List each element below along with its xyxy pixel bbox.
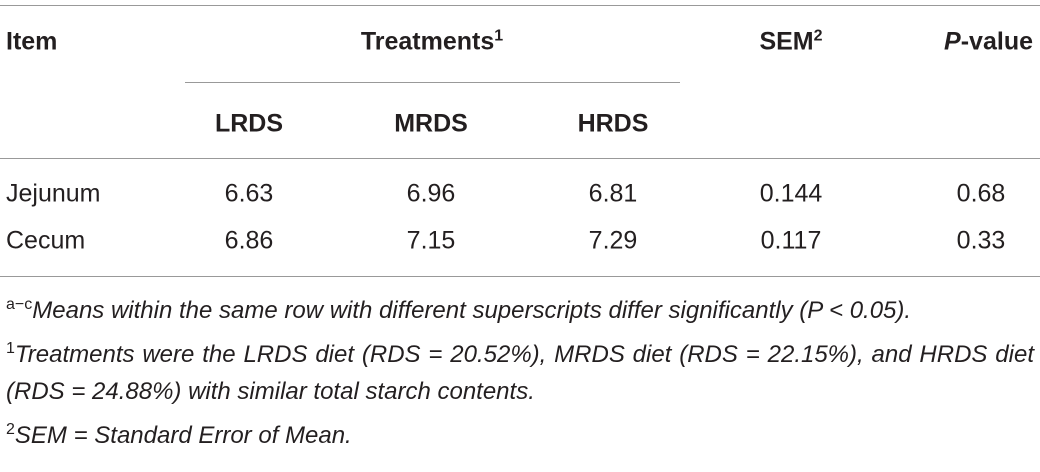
group-rule: [185, 82, 680, 83]
cell: 6.86: [224, 226, 274, 255]
header-cell: SEM2: [759, 28, 822, 57]
header-cell: P-value: [944, 28, 1033, 57]
subhead-cell: LRDS: [214, 109, 284, 138]
footnote: 1Treatments were the LRDS diet (RDS = 20…: [6, 330, 1034, 411]
footnote-mark: a−c: [6, 296, 33, 313]
footnotes: a−cMeans within the same row with differ…: [6, 286, 1034, 454]
cell: 6.81: [588, 179, 638, 208]
header-cell: Item: [6, 27, 58, 56]
footnote-mark: 1: [6, 339, 15, 357]
bottom-rule: [0, 276, 1040, 277]
row-label: Jejunum: [6, 179, 101, 208]
footnote-text: SEM = Standard Error of Mean.: [14, 421, 352, 449]
header-text: -value: [960, 27, 1033, 56]
footnote-text: Treatments were the LRDS diet (RDS = 20.…: [6, 340, 1034, 406]
subhead-cell: MRDS: [394, 109, 468, 138]
footnote-mark: 2: [6, 420, 15, 438]
subhead-cell: HRDS: [577, 109, 649, 138]
cell: 7.29: [588, 226, 638, 255]
header-text: Treatments: [360, 27, 495, 56]
cell: 0.117: [760, 226, 822, 255]
footnote: a−cMeans within the same row with differ…: [6, 286, 1034, 330]
cell: 6.96: [406, 179, 456, 208]
header-rule: [0, 158, 1040, 159]
cell: 0.33: [956, 226, 1006, 255]
cell: 0.68: [956, 179, 1006, 208]
header-text: SEM: [759, 27, 814, 56]
cell: 7.15: [406, 226, 456, 255]
superscript: 2: [813, 27, 823, 45]
row-label: Cecum: [6, 226, 86, 255]
header-cell: Treatments1: [361, 28, 503, 57]
header-text: P: [944, 27, 961, 56]
cell: 0.144: [759, 179, 823, 208]
footnote: 2SEM = Standard Error of Mean.: [6, 411, 1034, 455]
cell: 6.63: [224, 179, 274, 208]
footnote-text: Means within the same row with different…: [32, 297, 912, 324]
superscript: 1: [494, 27, 504, 45]
top-rule: [0, 5, 1040, 6]
